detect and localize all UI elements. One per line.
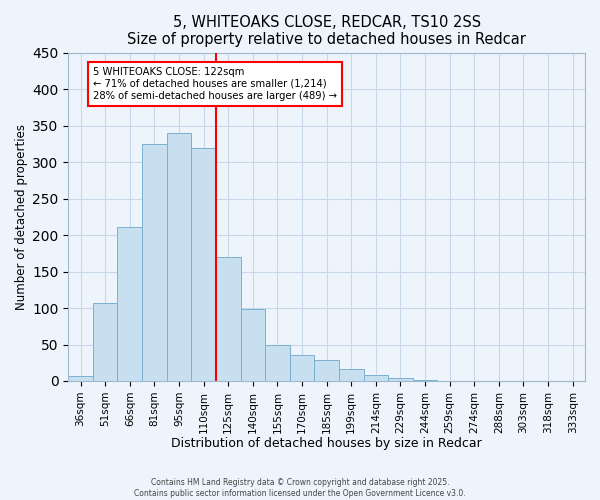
Y-axis label: Number of detached properties: Number of detached properties: [15, 124, 28, 310]
Bar: [191, 148, 216, 381]
Bar: [68, 376, 93, 381]
Bar: [216, 257, 241, 381]
X-axis label: Distribution of detached houses by size in Redcar: Distribution of detached houses by size …: [171, 437, 482, 450]
Bar: [93, 303, 118, 381]
Bar: [339, 368, 364, 381]
Bar: [167, 133, 191, 381]
Bar: [388, 378, 413, 381]
Bar: [314, 360, 339, 381]
Bar: [290, 354, 314, 381]
Text: 5 WHITEOAKS CLOSE: 122sqm
← 71% of detached houses are smaller (1,214)
28% of se: 5 WHITEOAKS CLOSE: 122sqm ← 71% of detac…: [93, 68, 337, 100]
Bar: [364, 375, 388, 381]
Text: Contains HM Land Registry data © Crown copyright and database right 2025.
Contai: Contains HM Land Registry data © Crown c…: [134, 478, 466, 498]
Bar: [241, 310, 265, 381]
Bar: [265, 344, 290, 381]
Bar: [142, 144, 167, 381]
Bar: [118, 227, 142, 381]
Title: 5, WHITEOAKS CLOSE, REDCAR, TS10 2SS
Size of property relative to detached house: 5, WHITEOAKS CLOSE, REDCAR, TS10 2SS Siz…: [127, 15, 526, 48]
Bar: [413, 380, 437, 381]
